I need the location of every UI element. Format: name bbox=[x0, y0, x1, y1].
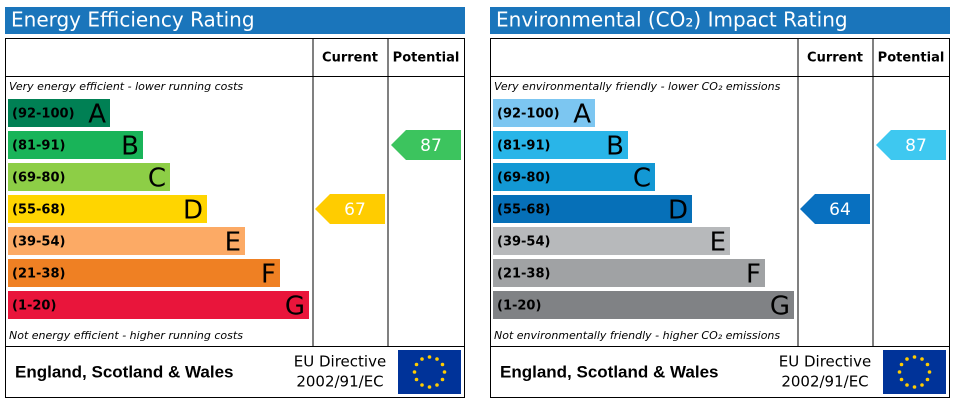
band-range: (92-100) bbox=[12, 107, 75, 122]
eu-star bbox=[912, 385, 917, 389]
band-letter: B bbox=[606, 132, 624, 162]
footer-region: England, Scotland & Wales bbox=[15, 362, 234, 381]
band-letter: F bbox=[261, 260, 276, 290]
eu-star bbox=[427, 355, 432, 359]
eu-star bbox=[414, 377, 419, 382]
directive-line: EU Directive bbox=[294, 353, 386, 371]
eu-star bbox=[927, 370, 932, 374]
band-range: (39-54) bbox=[12, 235, 65, 250]
band-letter: C bbox=[148, 164, 166, 194]
band-bar bbox=[8, 291, 309, 319]
panel-title: Environmental (CO₂) Impact Rating bbox=[496, 8, 848, 32]
top-note: Very energy efficient - lower running co… bbox=[9, 80, 243, 93]
band-bar bbox=[493, 131, 628, 159]
band-letter: D bbox=[183, 196, 203, 226]
eu-star bbox=[905, 383, 909, 387]
panel-border bbox=[5, 38, 465, 398]
band-letter: C bbox=[633, 164, 651, 194]
band-range: (55-68) bbox=[497, 203, 550, 218]
band-bar bbox=[8, 163, 170, 191]
band-range: (1-20) bbox=[497, 299, 541, 314]
top-note: Very environmentally friendly - lower CO… bbox=[494, 80, 781, 93]
potential-arrow bbox=[391, 130, 461, 160]
col-header: Current bbox=[322, 51, 378, 66]
band-bar bbox=[493, 259, 765, 287]
col-header: Current bbox=[807, 51, 863, 66]
band-bar bbox=[493, 195, 692, 223]
eu-star bbox=[920, 357, 924, 361]
eu-star bbox=[905, 357, 909, 361]
eu-star bbox=[925, 377, 930, 382]
eu-star bbox=[899, 362, 904, 367]
band-bar bbox=[8, 259, 280, 287]
band-bar bbox=[493, 99, 595, 127]
footer-region: England, Scotland & Wales bbox=[500, 362, 719, 381]
band-letter: A bbox=[88, 100, 106, 130]
eu-star bbox=[920, 383, 924, 387]
band-range: (81-91) bbox=[497, 139, 550, 154]
band-letter: E bbox=[710, 228, 726, 258]
band-letter: E bbox=[225, 228, 241, 258]
eu-star bbox=[414, 362, 419, 367]
band-bar bbox=[8, 227, 245, 255]
band-range: (81-91) bbox=[12, 139, 65, 154]
current-arrow bbox=[315, 194, 385, 224]
rating-panel: Energy Efficiency Rating Current Potential… bbox=[5, 7, 465, 398]
band-bar bbox=[8, 195, 207, 223]
band-range: (1-20) bbox=[12, 299, 56, 314]
eu-star bbox=[420, 383, 424, 387]
directive-line: 2002/91/EC bbox=[781, 373, 868, 391]
col-header: Potential bbox=[393, 51, 460, 66]
eu-star bbox=[435, 383, 439, 387]
current-value: 64 bbox=[829, 200, 851, 220]
eu-star bbox=[427, 385, 432, 389]
eu-star bbox=[912, 355, 917, 359]
eu-star bbox=[435, 357, 439, 361]
eu-star bbox=[899, 377, 904, 382]
panel-border bbox=[490, 38, 950, 398]
potential-value: 87 bbox=[420, 136, 442, 156]
band-bar bbox=[8, 131, 143, 159]
band-range: (69-80) bbox=[12, 171, 65, 186]
band-range: (69-80) bbox=[497, 171, 550, 186]
band-letter: B bbox=[121, 132, 139, 162]
band-range: (92-100) bbox=[497, 107, 560, 122]
directive-line: 2002/91/EC bbox=[296, 373, 383, 391]
eu-star bbox=[442, 370, 447, 374]
col-header: Potential bbox=[878, 51, 945, 66]
band-letter: F bbox=[746, 260, 761, 290]
band-range: (21-38) bbox=[12, 267, 65, 282]
band-letter: G bbox=[285, 292, 305, 322]
panel-title: Energy Efficiency Rating bbox=[11, 8, 255, 32]
current-value: 67 bbox=[344, 200, 366, 220]
current-arrow bbox=[800, 194, 870, 224]
eu-star bbox=[412, 370, 417, 374]
eu-star bbox=[440, 377, 445, 382]
title-bar bbox=[5, 7, 465, 34]
eu-star bbox=[897, 370, 902, 374]
band-bar bbox=[493, 163, 655, 191]
band-bar bbox=[493, 227, 730, 255]
band-range: (55-68) bbox=[12, 203, 65, 218]
bottom-note: Not environmentally friendly - higher CO… bbox=[494, 329, 780, 342]
eu-star bbox=[420, 357, 424, 361]
band-range: (39-54) bbox=[497, 235, 550, 250]
bottom-note: Not energy efficient - higher running co… bbox=[9, 329, 243, 342]
potential-arrow bbox=[876, 130, 946, 160]
potential-value: 87 bbox=[905, 136, 927, 156]
directive-line: EU Directive bbox=[779, 353, 871, 371]
band-letter: G bbox=[770, 292, 790, 322]
band-bar bbox=[493, 291, 794, 319]
band-letter: D bbox=[668, 196, 688, 226]
band-bar bbox=[8, 99, 110, 127]
eu-star bbox=[925, 362, 930, 367]
band-letter: A bbox=[573, 100, 591, 130]
rating-panel: Environmental (CO₂) Impact Rating Current… bbox=[490, 7, 950, 398]
band-range: (21-38) bbox=[497, 267, 550, 282]
eu-star bbox=[440, 362, 445, 367]
title-bar bbox=[490, 7, 950, 34]
